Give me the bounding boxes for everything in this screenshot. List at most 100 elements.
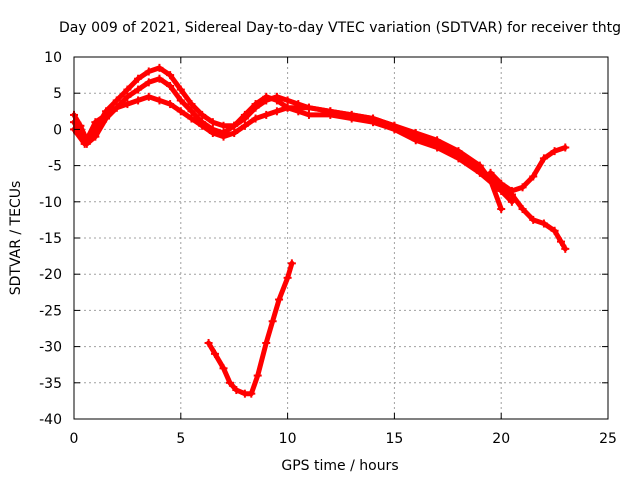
data-point [369, 114, 378, 123]
data-point [507, 190, 516, 199]
data-point [176, 107, 185, 116]
data-point [294, 103, 303, 112]
x-tick-labels: 0 5 10 15 20 25 [70, 431, 617, 447]
data-point [112, 96, 121, 105]
data-point [155, 74, 164, 83]
data-point [198, 110, 207, 119]
data-point [539, 219, 548, 228]
data-point [232, 386, 241, 395]
y-tick-label: -30 [39, 340, 62, 356]
data-point [198, 121, 207, 130]
y-axis-label: SDTVAR / TECUs [8, 181, 24, 296]
series-line-4 [488, 145, 568, 194]
data-point [204, 338, 213, 347]
data-point [518, 183, 527, 192]
data-point [166, 71, 175, 80]
data-point [102, 110, 111, 119]
y-tick-label: 10 [44, 50, 62, 66]
data-point [326, 107, 335, 116]
x-tick-label: 0 [70, 431, 79, 447]
data-point [251, 114, 260, 123]
data-point [251, 100, 260, 109]
data-point [144, 67, 153, 76]
data-point [486, 168, 495, 177]
y-tick-label: -5 [48, 159, 62, 175]
x-tick-label: 20 [492, 431, 510, 447]
data-point [166, 81, 175, 90]
y-tick-label: -25 [39, 303, 62, 319]
x-axis-label: GPS time / hours [281, 458, 398, 474]
x-tick-label: 5 [176, 431, 185, 447]
data-point [155, 96, 164, 105]
data-point [561, 143, 570, 152]
data-point [253, 371, 262, 380]
y-tick-label: -20 [39, 267, 62, 283]
data-point [123, 100, 132, 109]
data-point [219, 132, 228, 141]
y-tick-label: -15 [39, 231, 62, 247]
data-point [187, 114, 196, 123]
data-point [486, 176, 495, 185]
data-point [134, 74, 143, 83]
data-point [166, 100, 175, 109]
data-point [454, 147, 463, 156]
y-tick-label: 5 [53, 86, 62, 102]
data-point [529, 215, 538, 224]
data-point [268, 317, 277, 326]
data-point [411, 136, 420, 145]
data-point [390, 121, 399, 130]
data-point [176, 96, 185, 105]
data-point [134, 96, 143, 105]
data-point [176, 85, 185, 94]
data-point [557, 237, 566, 246]
data-point [134, 85, 143, 94]
data-point [208, 118, 217, 127]
tick-layer [73, 56, 609, 420]
data-point [497, 186, 506, 195]
y-tick-label: -10 [39, 195, 62, 211]
series-layer [70, 63, 570, 398]
data-point [262, 92, 271, 101]
data-point [219, 364, 228, 373]
data-point [347, 110, 356, 119]
data-point [262, 110, 271, 119]
data-point [272, 96, 281, 105]
y-tick-labels: 10 5 0 -5 -10 -15 -20 -25 -30 -35 -40 [39, 50, 62, 428]
data-point [283, 96, 292, 105]
data-point [497, 205, 506, 214]
data-point [240, 110, 249, 119]
data-point [433, 143, 442, 152]
data-point [411, 129, 420, 138]
data-point [304, 103, 313, 112]
data-point [230, 129, 239, 138]
grid-layer [74, 57, 608, 419]
data-point [91, 118, 100, 127]
data-point [155, 63, 164, 72]
data-point [561, 244, 570, 253]
data-point [497, 179, 506, 188]
data-point [144, 78, 153, 87]
data-point [518, 205, 527, 214]
x-tick-label: 10 [279, 431, 297, 447]
data-point [187, 100, 196, 109]
data-point [123, 85, 132, 94]
y-tick-label: 0 [53, 122, 62, 138]
data-point [219, 121, 228, 130]
x-tick-label: 15 [385, 431, 403, 447]
data-point [454, 154, 463, 163]
data-point [225, 378, 234, 387]
data-point [539, 154, 548, 163]
data-point [230, 121, 239, 130]
data-point [550, 147, 559, 156]
data-point [80, 139, 89, 148]
data-point [247, 389, 256, 398]
data-point [123, 92, 132, 101]
y-tick-label: -40 [39, 412, 62, 428]
data-point [287, 259, 296, 268]
data-point [433, 136, 442, 145]
data-point [283, 103, 292, 112]
chart-title: Day 009 of 2021, Sidereal Day-to-day VTE… [59, 20, 621, 36]
data-point [475, 161, 484, 170]
data-point [283, 273, 292, 282]
